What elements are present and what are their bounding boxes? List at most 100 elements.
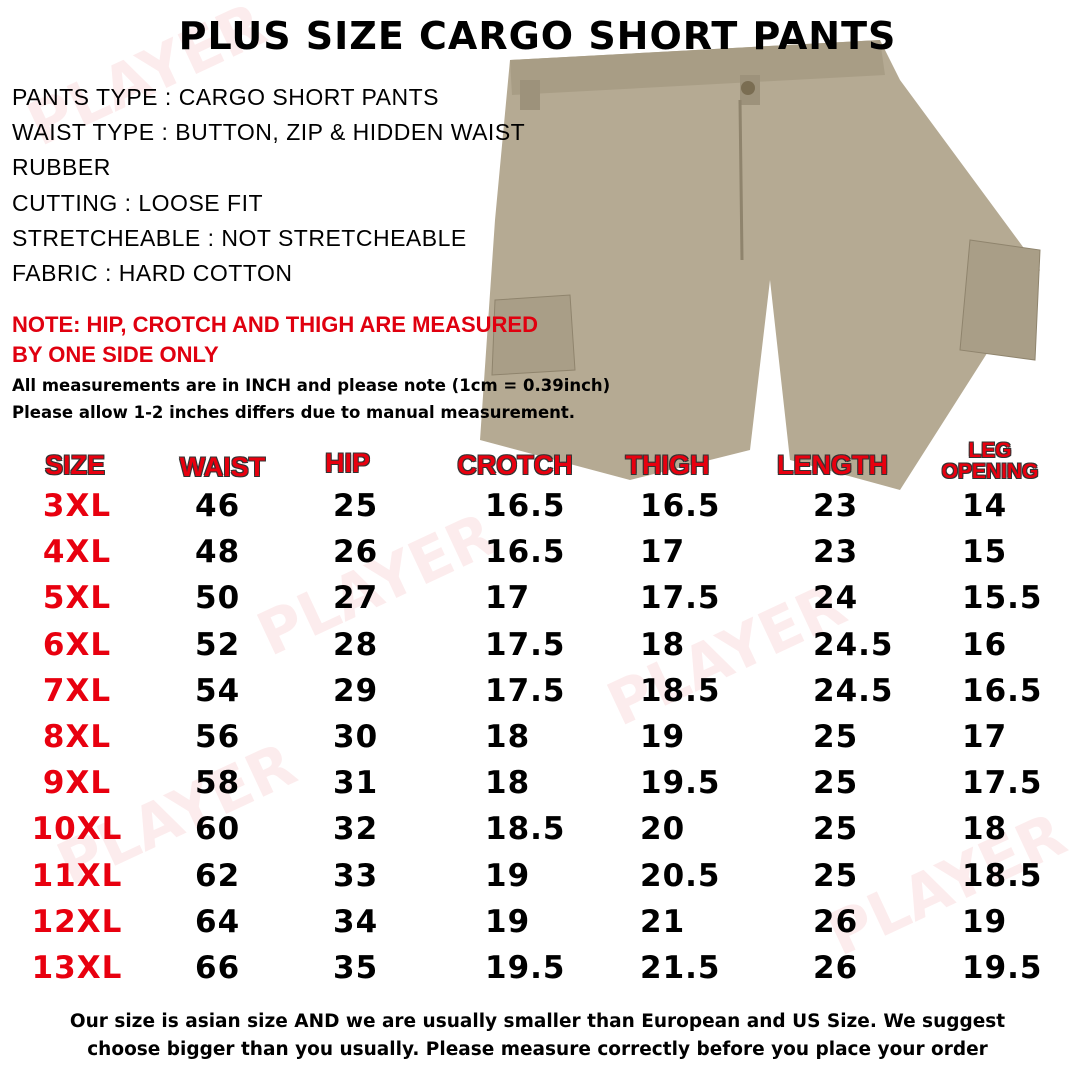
cell-crotch: 18.5: [485, 811, 566, 848]
cell-length: 23: [813, 488, 859, 524]
spec-pants-type: PANTS TYPE : CARGO SHORT PANTS: [12, 84, 439, 110]
cell-size: 3XL: [42, 488, 112, 524]
cell-thigh: 20: [640, 811, 686, 848]
spec-waist-type: WAIST TYPE : BUTTON, ZIP & HIDDEN WAIST: [12, 119, 526, 145]
cell-waist: 54: [195, 672, 241, 709]
cell-waist: 48: [195, 534, 241, 571]
cell-crotch: 19.5: [485, 950, 566, 986]
page-title: PLUS SIZE CARGO SHORT PANTS: [178, 14, 897, 58]
cell-waist: 52: [195, 626, 241, 663]
spec-stretch: STRETCHEABLE : NOT STRETCHEABLE: [12, 225, 467, 251]
cell-crotch: 16.5: [485, 534, 566, 571]
cell-hip: 32: [333, 811, 379, 848]
cell-waist: 64: [195, 903, 241, 940]
cell-size: 8XL: [42, 719, 112, 755]
cell-size: 11XL: [31, 857, 123, 894]
cell-length: 25: [813, 719, 859, 755]
table-row: 4XL 48 26 16.5 17 23 15: [0, 534, 1080, 580]
cell-leg-opening: 15: [962, 534, 1008, 571]
cell-leg-opening: 16: [962, 626, 1008, 663]
footer-line-2: choose bigger than you usually. Please m…: [87, 1039, 988, 1060]
cell-hip: 25: [333, 488, 379, 524]
table-row: 12XL 64 34 19 21 26 19: [0, 904, 1080, 950]
cell-crotch: 18: [485, 765, 531, 802]
cell-leg-opening: 17.5: [962, 765, 1043, 802]
cell-size: 10XL: [31, 811, 123, 848]
cell-waist: 56: [195, 719, 241, 755]
cell-length: 24: [813, 580, 859, 617]
cell-hip: 29: [333, 672, 379, 709]
cell-leg-opening: 15.5: [962, 580, 1043, 617]
header-thigh: THIGH: [625, 450, 710, 480]
cell-thigh: 19.5: [640, 765, 721, 802]
table-row: 11XL 62 33 19 20.5 25 18.5: [0, 858, 1080, 904]
cell-thigh: 18: [640, 626, 686, 663]
cell-hip: 35: [333, 950, 379, 986]
header-waist: WAIST: [179, 452, 266, 482]
spec-cutting: CUTTING : LOOSE FIT: [12, 190, 264, 216]
cell-leg-opening: 19: [962, 903, 1008, 940]
table-row: 6XL 52 28 17.5 18 24.5 16: [0, 627, 1080, 673]
cell-leg-opening: 18.5: [962, 857, 1043, 894]
cell-length: 24.5: [813, 626, 894, 663]
cell-size: 7XL: [42, 672, 112, 709]
header-length: LENGTH: [777, 450, 888, 480]
cell-thigh: 17.5: [640, 580, 721, 617]
cell-hip: 34: [333, 903, 379, 940]
cell-waist: 66: [195, 950, 241, 986]
cell-length: 23: [813, 534, 859, 571]
cell-crotch: 19: [485, 903, 531, 940]
cell-size: 9XL: [42, 765, 112, 802]
spec-waist-type-cont: RUBBER: [12, 154, 111, 180]
cell-hip: 28: [333, 626, 379, 663]
cell-leg-opening: 18: [962, 811, 1008, 848]
header-size: SIZE: [44, 450, 105, 480]
cell-waist: 46: [195, 488, 241, 524]
cell-length: 25: [813, 857, 859, 894]
table-row: 7XL 54 29 17.5 18.5 24.5 16.5: [0, 673, 1080, 719]
cell-crotch: 18: [485, 719, 531, 755]
cargo-shorts-image: [480, 40, 1041, 490]
cell-leg-opening: 19.5: [962, 950, 1043, 986]
cell-size: 5XL: [42, 580, 112, 617]
table-row: 13XL 66 35 19.5 21.5 26 19.5: [0, 950, 1080, 996]
cell-thigh: 21.5: [640, 950, 721, 986]
cell-length: 26: [813, 903, 859, 940]
cell-waist: 60: [195, 811, 241, 848]
cell-hip: 26: [333, 534, 379, 571]
cell-thigh: 20.5: [640, 857, 721, 894]
cell-size: 13XL: [31, 950, 123, 986]
table-row: 8XL 56 30 18 19 25 17: [0, 719, 1080, 765]
cell-crotch: 17: [485, 580, 531, 617]
info-line-1: All measurements are in INCH and please …: [12, 376, 611, 395]
info-line-2: Please allow 1-2 inches differs due to m…: [12, 403, 576, 422]
cell-length: 26: [813, 950, 859, 986]
header-leg-opening: LEG OPENING: [941, 439, 1039, 483]
cell-thigh: 18.5: [640, 672, 721, 709]
cell-thigh: 19: [640, 719, 686, 755]
cell-thigh: 21: [640, 903, 686, 940]
cell-leg-opening: 17: [962, 719, 1008, 755]
cell-hip: 27: [333, 580, 379, 617]
cell-waist: 50: [195, 580, 241, 617]
cell-leg-opening: 14: [962, 488, 1008, 524]
cell-crotch: 17.5: [485, 626, 566, 663]
cell-crotch: 16.5: [485, 488, 566, 524]
cell-hip: 30: [333, 719, 379, 755]
table-row: 3XL 46 25 16.5 16.5 23 14: [0, 488, 1080, 534]
cell-waist: 58: [195, 765, 241, 802]
cell-waist: 62: [195, 857, 241, 894]
cell-length: 25: [813, 811, 859, 848]
cell-size: 4XL: [42, 534, 112, 571]
footer-note: Our size is asian size AND we are usuall…: [0, 1008, 1075, 1064]
table-row: 5XL 50 27 17 17.5 24 15.5: [0, 580, 1080, 626]
cell-size: 6XL: [42, 626, 112, 663]
header-crotch: CROTCH: [457, 450, 573, 480]
header-hip: HIP: [324, 448, 370, 478]
cell-length: 24.5: [813, 672, 894, 709]
cell-hip: 33: [333, 857, 379, 894]
cell-size: 12XL: [31, 903, 123, 940]
cell-hip: 31: [333, 765, 379, 802]
table-row: 9XL 58 31 18 19.5 25 17.5: [0, 765, 1080, 811]
note-line-1: NOTE: HIP, CROTCH AND THIGH ARE MEASURED: [12, 312, 538, 337]
